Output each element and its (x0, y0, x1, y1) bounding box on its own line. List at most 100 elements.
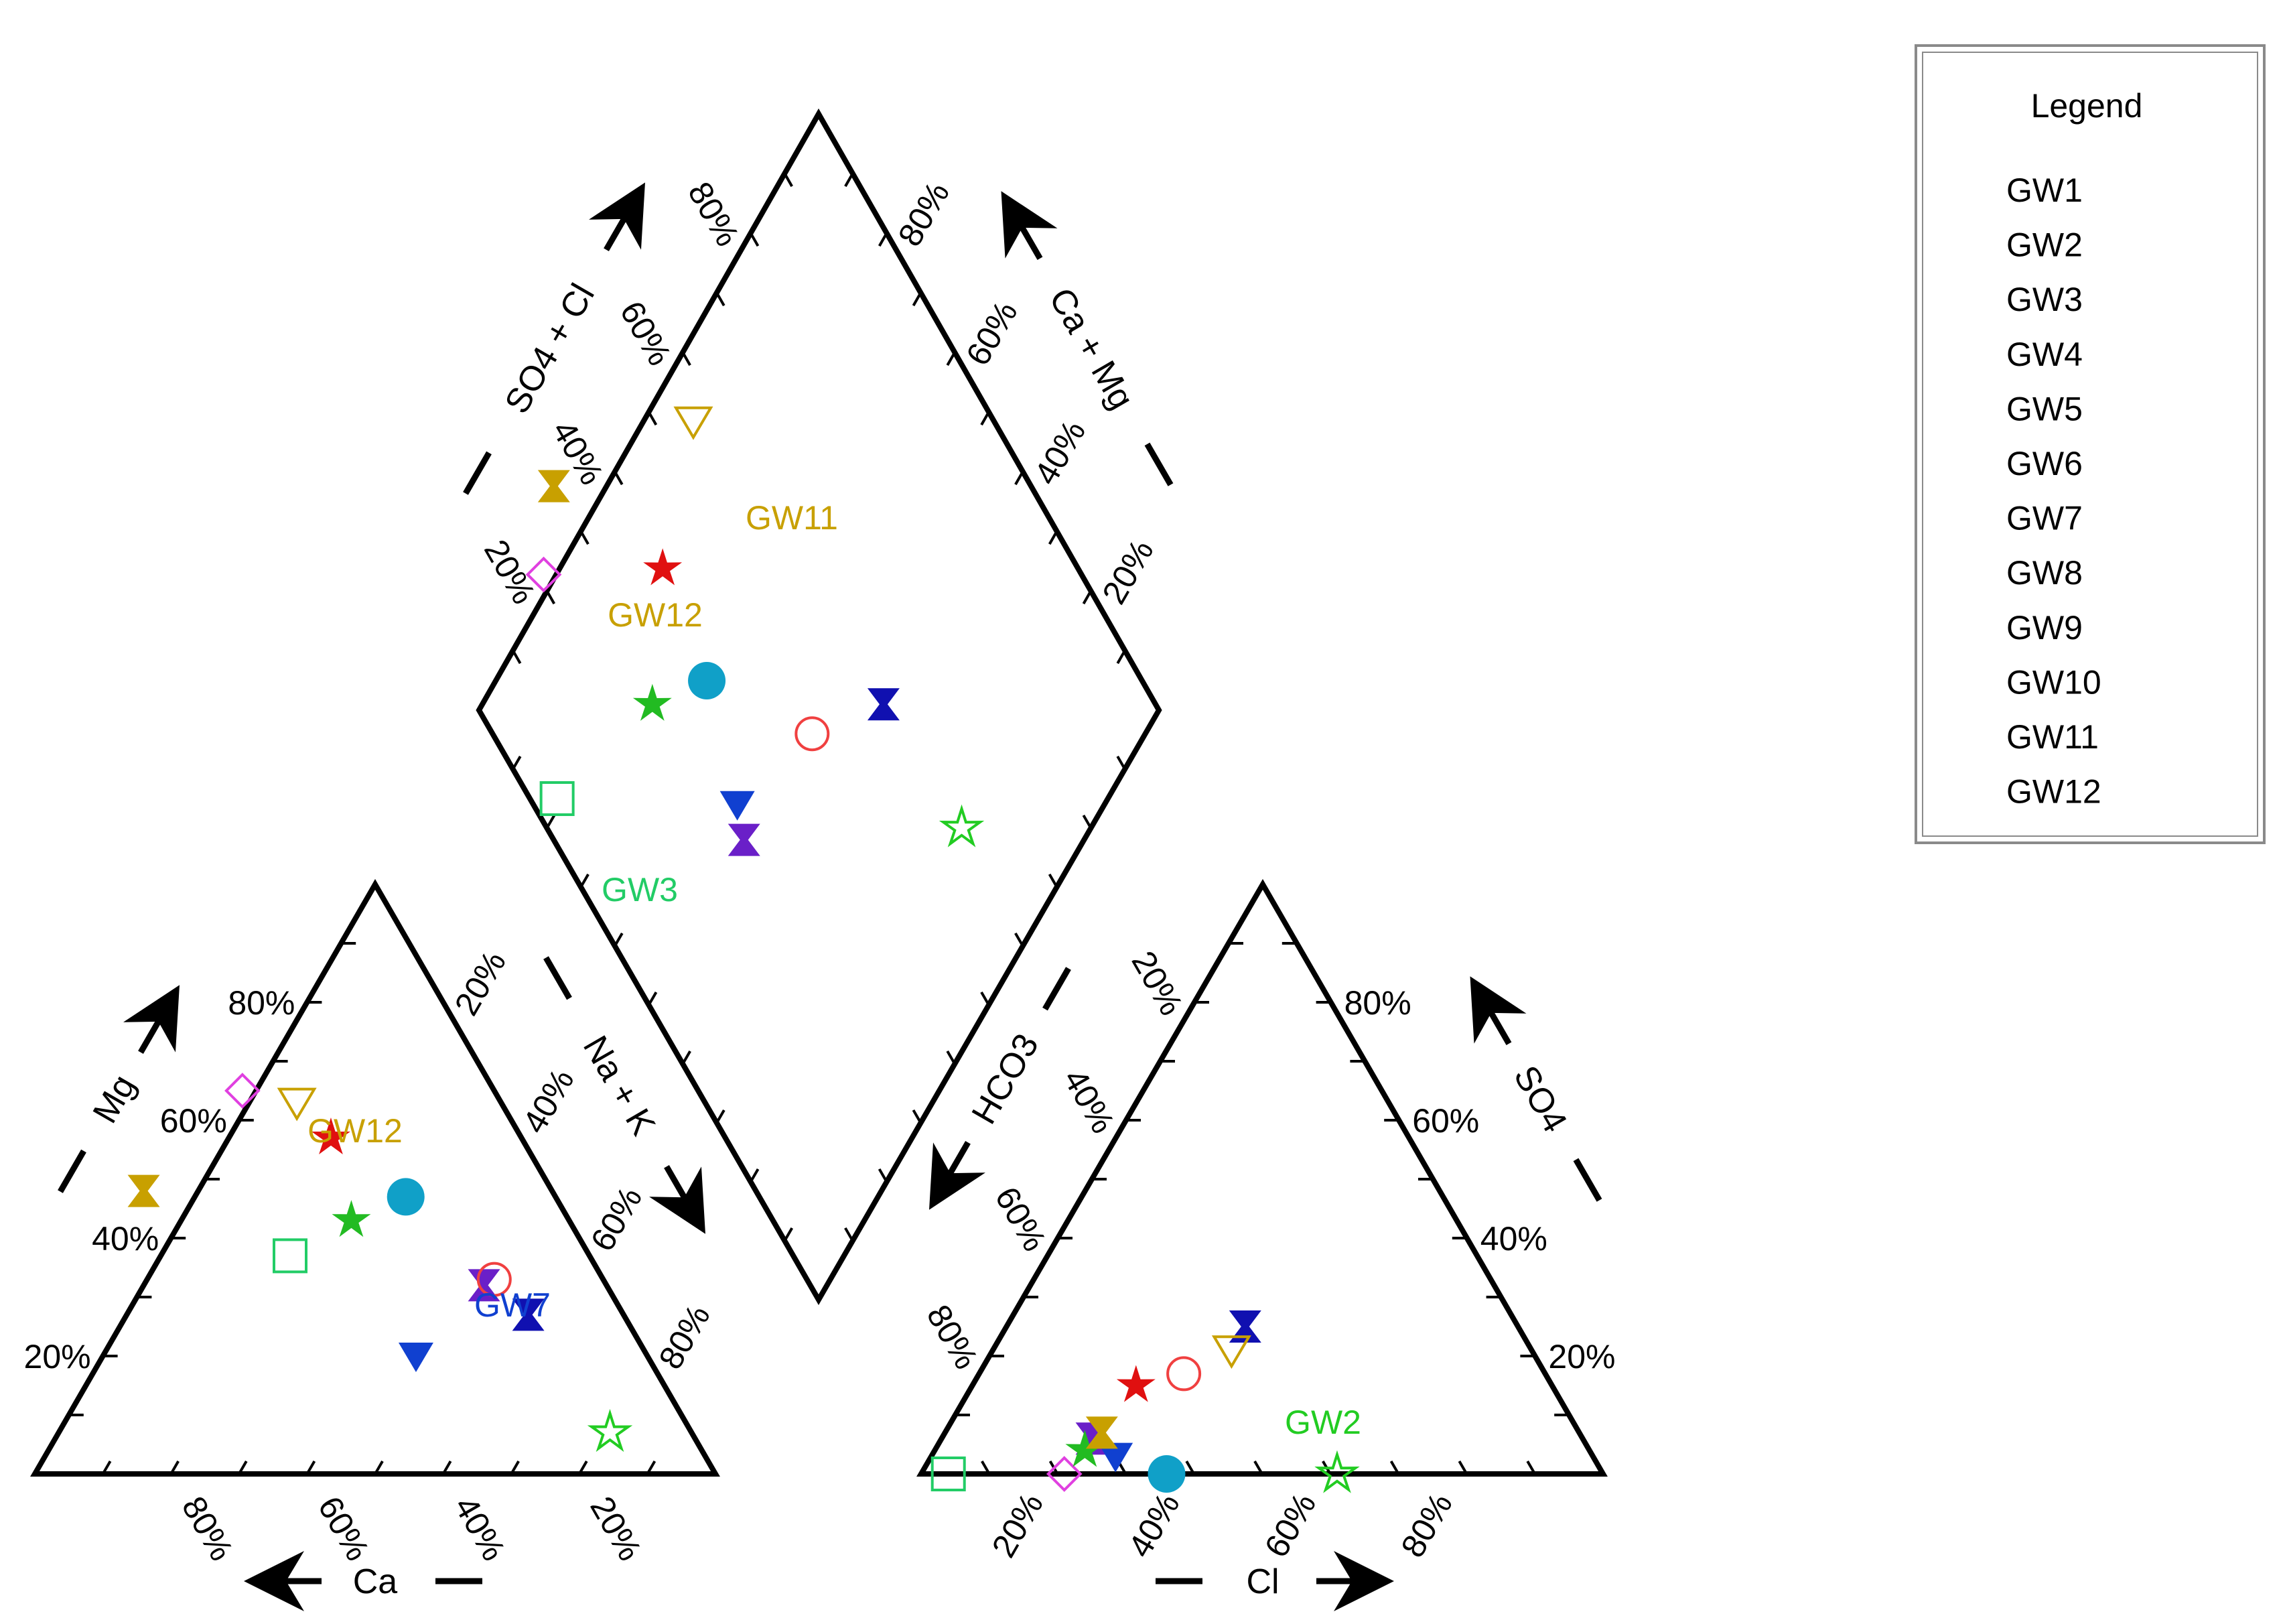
annotation-cation-gw12: GW12 (307, 1112, 403, 1150)
marker-diamond-gw11 (673, 406, 713, 440)
diamond-ul-tick (647, 411, 658, 426)
axis-title-so4-arrow (1470, 976, 1527, 1045)
diamond-ll-tick (579, 873, 590, 888)
axis-title-hco3-arrow (928, 1141, 985, 1210)
diamond-ur-tick (1048, 531, 1058, 545)
diamond-ul-tick (545, 590, 556, 605)
diamond-ur-tick (1116, 650, 1126, 665)
legend-label-gw8: GW8 (2006, 554, 2083, 592)
diagram-frames (30, 108, 1608, 1477)
point-annotations: GW12 GW7 GW2 GW11 GW12 GW3 (307, 499, 1361, 1441)
diamond-ll-tick (749, 1168, 760, 1182)
axis-title-so4cl: SO4 + Cl (498, 277, 602, 420)
annotation-diamond-gw11: GW11 (746, 499, 838, 537)
tick-label-camg: 40% (1027, 414, 1093, 491)
tick-label-mg: 40% (92, 1220, 159, 1258)
marker-diamond-gw8 (794, 716, 830, 752)
legend-label-gw4: GW4 (2006, 336, 2083, 373)
diamond-lr-tick (912, 1109, 922, 1124)
axis-title-mg-arrow (123, 985, 180, 1054)
central-diamond (476, 108, 1162, 1306)
axis-title-so4: SO4 (1506, 1059, 1574, 1139)
marker-cation-gw10 (332, 1200, 371, 1237)
legend-label-gw10: GW10 (2006, 663, 2101, 701)
diamond-ll-tick (647, 991, 658, 1006)
diamond-ul-tick (783, 173, 793, 188)
axis-titles: Mg Ca Na + K HCO3 Cl SO4 SO4 + Cl Ca + Mg (58, 182, 1602, 1611)
marker-diamond-gw7 (719, 791, 755, 821)
cation-right-tick (468, 1047, 479, 1062)
marker-diamond-gw2 (939, 804, 985, 848)
diagram-ticks (68, 173, 1570, 1475)
axis-title-camg-dash (1144, 442, 1174, 486)
legend-frame (1915, 44, 2266, 844)
tick-label-so4cl: 20% (477, 533, 543, 610)
tick-label-hco3: 20% (1124, 945, 1190, 1022)
cation-right-tick (502, 1106, 512, 1121)
axis-title-so4cl-arrow (589, 182, 645, 252)
marker-cation-gw8 (476, 1262, 512, 1297)
marker-anion-gw11 (1211, 1335, 1251, 1369)
legend-label-gw5: GW5 (2006, 390, 2083, 427)
tick-label-ca: 40% (447, 1490, 513, 1567)
marker-anion-gw1 (1046, 1456, 1083, 1492)
marker-cation-gw2 (587, 1408, 633, 1452)
tick-label-so4: 60% (1412, 1102, 1479, 1140)
tick-label-mg: 80% (228, 984, 295, 1022)
tick-label-hco3: 80% (919, 1298, 985, 1375)
data-points (127, 172, 1996, 1493)
marker-anion-gw12 (1085, 1416, 1118, 1449)
marker-diamond-gw5 (643, 548, 683, 586)
tick-label-mg: 20% (24, 1338, 91, 1375)
marker-cation-gw7 (398, 1343, 433, 1372)
cation-bottom-tick (578, 1460, 588, 1475)
legend-inner-frame (1922, 52, 2258, 837)
marker-anion-gw5 (1116, 1365, 1156, 1402)
marker-cation-gw6 (387, 1178, 425, 1216)
axis-title-nak: Na + K (575, 1030, 663, 1142)
tick-label-so4: 40% (1480, 1220, 1547, 1258)
tick-label-cl: 60% (1257, 1487, 1324, 1564)
axis-title-so4-dash (1573, 1158, 1602, 1202)
marker-anion-gw8 (1166, 1356, 1202, 1392)
marker-anion-gw7 (1098, 1442, 1133, 1473)
diagram-tick-labels: 20%40%60%80%80% 60% 40% 20%20%40%60%80% 20%4… (24, 176, 1616, 1567)
diamond-lr-tick (1048, 873, 1058, 888)
marker-cation-gw3 (273, 1238, 307, 1274)
marker-cation-gw4 (468, 1269, 500, 1302)
tick-label-cl: 40% (1121, 1487, 1187, 1564)
tick-label-nak: 80% (651, 1298, 717, 1375)
tick-label-so4cl: 80% (681, 176, 747, 253)
cation-bottom-tick (238, 1460, 248, 1475)
tick-label-ca: 60% (311, 1490, 377, 1567)
diamond-ur-tick (1014, 471, 1024, 486)
legend-title: Legend (2031, 87, 2143, 125)
tick-label-so4: 80% (1344, 984, 1411, 1022)
diamond-ul-tick (579, 531, 590, 545)
axis-title-camg-arrow (1001, 191, 1058, 261)
diamond-ul-tick (614, 471, 624, 486)
diamond-lr-tick (980, 991, 990, 1006)
diamond-ul-tick (715, 292, 725, 307)
marker-diamond-gw1 (525, 556, 562, 593)
legend-label-gw12: GW12 (2006, 773, 2101, 811)
cation-bottom-tick (101, 1460, 112, 1475)
diamond-ll-tick (681, 1050, 691, 1065)
annotation-anion-gw2: GW2 (1285, 1404, 1361, 1441)
diamond-ul-tick (749, 232, 760, 247)
tick-label-ca: 80% (175, 1490, 241, 1567)
tick-label-camg: 20% (1095, 533, 1161, 610)
anion-bottom-tick (1526, 1460, 1536, 1475)
cation-right-tick (401, 929, 411, 944)
diamond-ll-tick (511, 755, 522, 770)
annotation-diamond-gw12: GW12 (608, 596, 703, 634)
diamond-ll-tick (783, 1227, 794, 1241)
tick-label-nak: 20% (447, 945, 514, 1022)
diamond-ul-tick (681, 352, 691, 366)
diamond-ur-tick (980, 411, 990, 426)
marker-diamond-gw12 (537, 470, 570, 502)
anion-bottom-tick (1253, 1460, 1263, 1475)
tick-label-camg: 60% (959, 295, 1025, 372)
legend-label-gw6: GW6 (2006, 445, 2083, 482)
